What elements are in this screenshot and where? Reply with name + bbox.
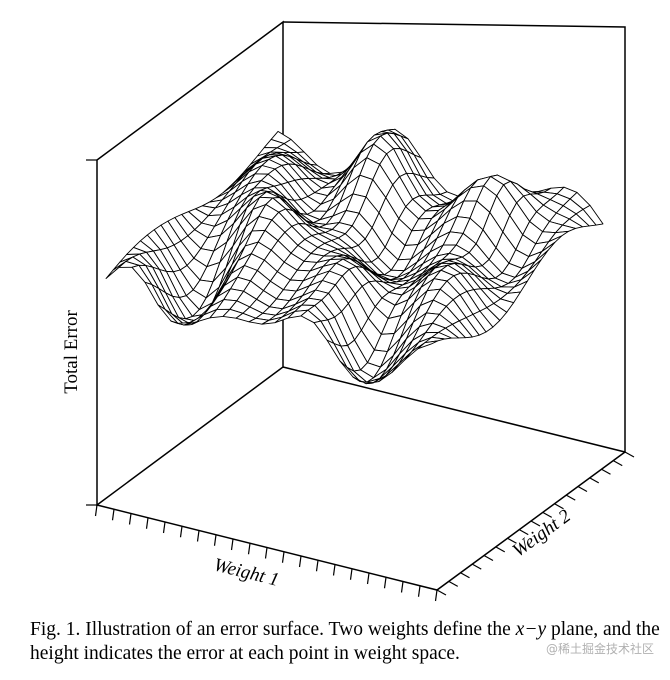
weight1-tick — [332, 564, 336, 576]
weight2-tick — [589, 477, 600, 484]
weight2-tick — [471, 563, 482, 570]
weight2-ticks — [436, 451, 635, 596]
weight1-tick — [383, 577, 387, 589]
weight1-tick — [213, 534, 217, 546]
back-right-wall — [282, 21, 626, 453]
weight2-tick — [554, 503, 564, 510]
caption-math: x−y — [515, 619, 547, 640]
weight2-tick — [518, 529, 529, 536]
total-error-ticks — [86, 159, 97, 506]
weight1-tick — [281, 551, 285, 563]
weight1-tick — [366, 572, 370, 585]
weight1-tick — [196, 530, 200, 542]
weight2-tick — [436, 589, 447, 596]
caption-text-before: Illustration of an error surface. Two we… — [85, 619, 511, 640]
x-axis-label: Weight 1 — [212, 554, 281, 590]
weight1-tick — [417, 585, 421, 597]
weight2-tick — [460, 572, 470, 579]
error-surface-figure: Total Error Weight 1 Weight 2 — [61, 20, 635, 602]
weight2-tick — [483, 554, 494, 562]
weight1-tick — [400, 581, 404, 593]
weight2-tick — [624, 451, 635, 458]
weight2-tick — [448, 580, 459, 587]
weight2-tick — [577, 485, 588, 493]
weight1-tick — [434, 589, 438, 602]
weight1-tick — [145, 517, 149, 529]
figure-caption: Fig. 1. Illustration of an error surface… — [30, 618, 666, 666]
weight1-tick — [94, 504, 98, 517]
weight1-tick — [128, 513, 132, 525]
weight1-ticks — [94, 504, 438, 602]
z-axis-label: Total Error — [61, 310, 82, 394]
weight2-tick — [542, 511, 553, 518]
weight1-tick — [111, 509, 115, 521]
weight1-tick — [315, 560, 319, 572]
surface-cell — [417, 340, 439, 350]
weight2-tick — [612, 460, 623, 467]
weight1-tick — [162, 521, 166, 534]
weight1-tick — [230, 538, 234, 551]
error-surface-mesh — [105, 128, 604, 385]
weight2-tick — [495, 546, 506, 553]
weight1-tick — [247, 543, 251, 555]
weight2-tick — [507, 537, 517, 544]
weight1-tick — [179, 526, 183, 538]
weight1-tick — [264, 547, 268, 559]
watermark: @稀土掘金技术社区 — [545, 642, 654, 656]
weight2-tick — [601, 468, 611, 475]
caption-text-after: plane, and the height indicates the erro… — [30, 619, 660, 664]
weight2-tick — [530, 520, 541, 527]
weight1-tick — [349, 568, 353, 580]
weight2-tick — [565, 494, 576, 501]
caption-label: Fig. 1. — [30, 619, 81, 640]
weight1-tick — [298, 555, 302, 568]
